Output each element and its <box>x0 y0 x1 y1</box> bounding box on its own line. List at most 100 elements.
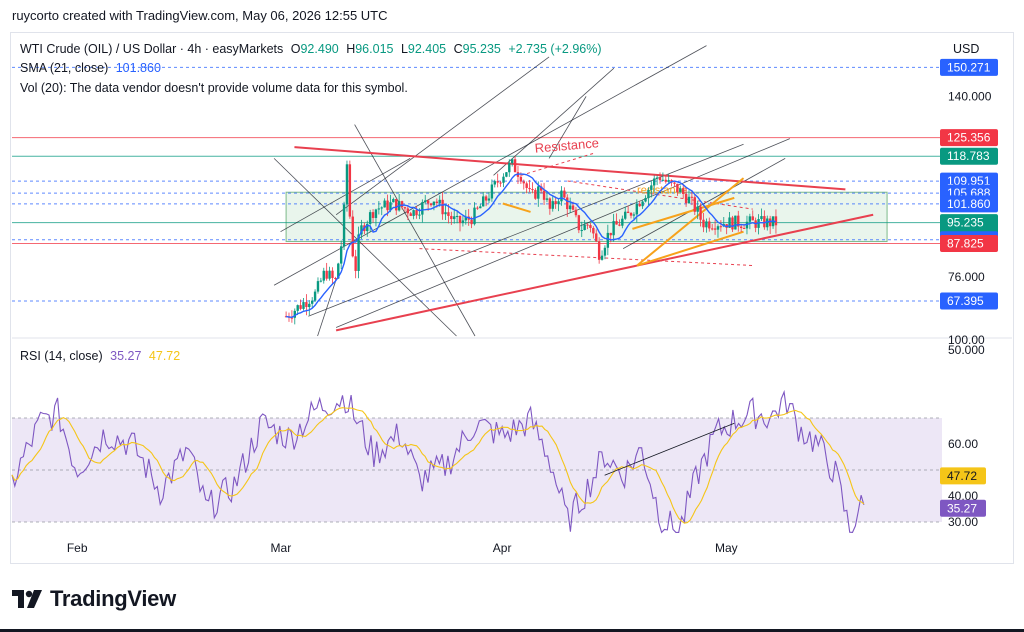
candle-body <box>357 234 360 271</box>
candle-body <box>661 179 665 181</box>
candle-body <box>458 215 462 224</box>
volume-legend[interactable]: Vol (20): The data vendor doesn't provid… <box>20 81 408 95</box>
price-axis-tick: 50.000 <box>948 343 985 357</box>
candle-body <box>325 270 328 279</box>
price-axis-label: 101.860 <box>947 197 991 211</box>
candle-body <box>351 216 354 257</box>
candle-body <box>339 246 343 264</box>
candle-body <box>705 221 708 228</box>
candle-body <box>708 221 711 229</box>
candle-body <box>360 225 363 235</box>
candle-body <box>487 198 491 201</box>
candle-body <box>690 196 694 198</box>
candle-body <box>734 215 737 230</box>
orange-trendline <box>636 177 745 267</box>
candle-body <box>696 206 699 212</box>
orange-trendline <box>636 230 744 267</box>
price-axis-tick: 140.000 <box>948 89 992 103</box>
candle-body <box>424 200 427 203</box>
chart-frame[interactable] <box>10 32 1014 564</box>
currency-label[interactable]: USD <box>953 42 980 56</box>
candle-body <box>653 178 656 186</box>
price-axis-label-box <box>940 147 998 165</box>
channel-trendline <box>335 138 790 328</box>
candle-body <box>392 198 395 203</box>
candle-body <box>766 218 769 228</box>
rsi-value: 35.27 <box>110 349 142 363</box>
ohlc-change: +2.735 (+2.96%) <box>508 42 602 56</box>
candle-body <box>760 216 763 220</box>
candle-body <box>319 280 323 282</box>
candle-body <box>374 209 378 218</box>
candle-body <box>719 226 723 228</box>
candle-body <box>702 219 705 228</box>
candle-body <box>383 200 386 208</box>
candle-body <box>513 159 517 173</box>
tradingview-logo-text: TradingView <box>50 586 176 611</box>
candle-body <box>566 197 569 210</box>
rsi-line <box>11 389 865 534</box>
candle-body <box>499 182 502 184</box>
candle-body <box>395 198 398 211</box>
candle-body <box>418 214 421 216</box>
candle-body <box>673 182 676 184</box>
rsi-axis-tick: 40.00 <box>948 489 978 503</box>
candle-body <box>563 190 566 198</box>
candle-body <box>751 216 754 221</box>
candle-body <box>438 199 441 204</box>
candle-body <box>571 205 575 210</box>
candle-body <box>586 224 589 226</box>
candle-body <box>647 189 650 199</box>
ohlc-high: H96.015 <box>346 42 394 56</box>
candle-body <box>606 232 610 248</box>
ohlc-low: L92.405 <box>400 42 447 56</box>
ohlc-close: C95.235 <box>453 42 501 56</box>
rsi-legend[interactable]: RSI (14, close) 35.27 47.72 <box>20 349 180 363</box>
candle-body <box>479 206 482 209</box>
candle-body <box>481 196 485 207</box>
support-trendline <box>335 213 874 332</box>
sma-line <box>285 173 777 319</box>
candle-body <box>551 201 554 209</box>
candle-body <box>490 184 494 199</box>
candle-body <box>432 201 436 206</box>
candle-body <box>557 201 560 205</box>
time-axis-tick: Mar <box>271 541 292 555</box>
candle-body <box>403 207 407 209</box>
candle-body <box>774 216 778 226</box>
rsi-trendline <box>604 422 735 476</box>
candle-body <box>621 218 624 226</box>
candle-body <box>577 215 581 231</box>
sma-label: SMA (21, close) <box>20 61 109 75</box>
candle-body <box>592 227 595 234</box>
candle-body <box>684 193 688 204</box>
channel-trendline <box>273 158 457 337</box>
orange-trendline <box>632 196 735 230</box>
symbol-legend[interactable]: WTI Crude (OIL) / US Dollar · 4h · easyM… <box>20 42 602 56</box>
candle-body <box>348 164 352 217</box>
price-axis-tick: 76.000 <box>948 270 985 284</box>
candle-body <box>444 212 447 215</box>
tradingview-logo[interactable]: TradingView <box>12 586 176 612</box>
orange-trendline <box>502 202 531 213</box>
candle-body <box>548 198 552 209</box>
sma-legend[interactable]: SMA (21, close) 101.860 <box>20 61 161 75</box>
candle-body <box>310 300 314 304</box>
candle-body <box>508 163 511 173</box>
candle-body <box>763 216 766 228</box>
candle-body <box>597 241 601 260</box>
candle-body <box>737 215 740 227</box>
rsi-axis-label-box <box>940 499 986 517</box>
rsi-axis-tick: 100.00 <box>948 333 985 347</box>
price-axis-label: 87.825 <box>947 236 984 250</box>
candle-body <box>441 199 444 215</box>
candle-body <box>595 233 598 242</box>
rsi-ma-line <box>11 407 865 524</box>
candle-body <box>453 216 456 220</box>
candle-body <box>687 196 691 204</box>
time-axis-tick: May <box>715 541 738 555</box>
candle-body <box>531 189 534 191</box>
candle-body <box>728 217 731 228</box>
tradingview-logo-icon <box>12 590 42 608</box>
